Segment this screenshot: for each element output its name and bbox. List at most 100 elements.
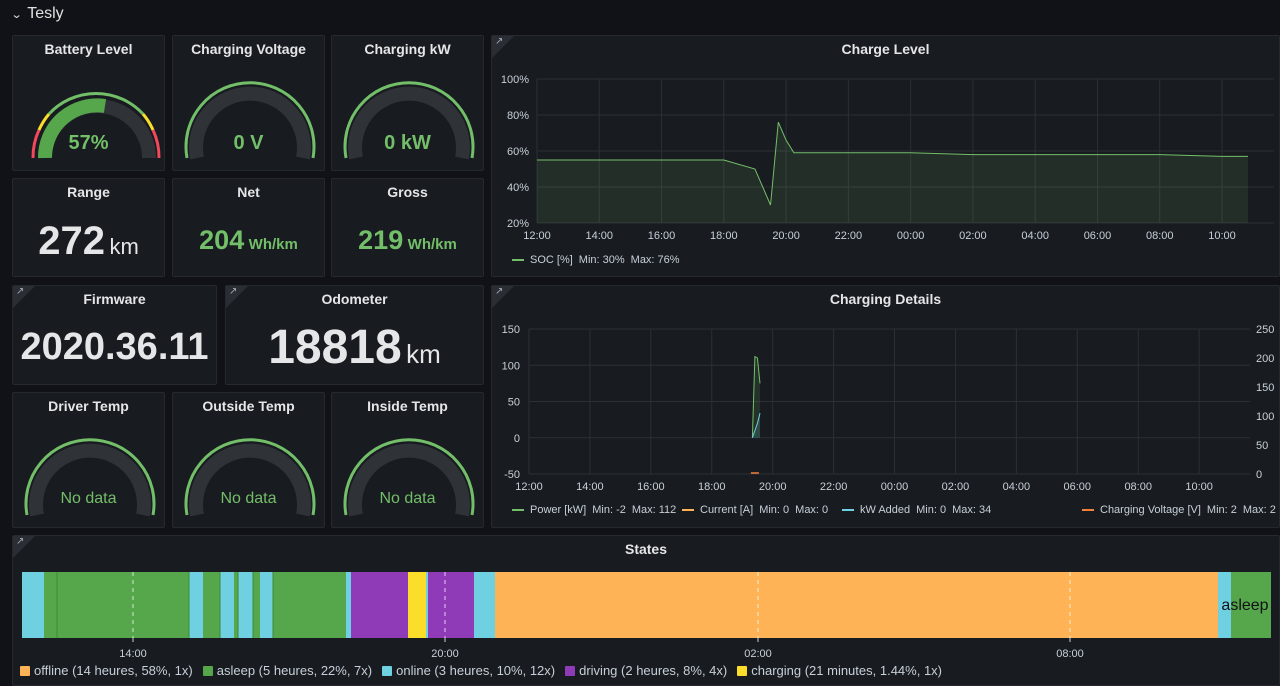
- panel-title: Inside Temp: [367, 398, 448, 414]
- time-tick-label: 08:00: [1056, 648, 1084, 660]
- y-tick-label: 20%: [507, 218, 529, 230]
- x-tick-label: 22:00: [820, 481, 848, 493]
- state-segment: [260, 572, 273, 638]
- legend-min: Min: 30%: [578, 254, 625, 266]
- panel-corner: [13, 286, 35, 308]
- charging-details-legend: Power [kW] Min: -2 Max: 112 Current [A] Min:…: [512, 504, 1279, 520]
- legend-item[interactable]: charging (21 minutes, 1.44%, 1x): [737, 663, 942, 678]
- charging-kw-panel: Charging kW 0 kW: [331, 35, 484, 171]
- legend-swatch: [512, 259, 524, 261]
- charging-details-panel: ↗ Charging Details -50 0 50 100 150 0 50 100 150…: [491, 285, 1280, 528]
- legend-item[interactable]: online (3 heures, 10%, 12x): [382, 663, 555, 678]
- x-tick-label: 08:00: [1124, 481, 1152, 493]
- series-area: [752, 413, 760, 438]
- panel-title: Charge Level: [841, 41, 930, 57]
- panel-title: Charging kW: [364, 41, 451, 57]
- external-link-icon[interactable]: ↗: [16, 286, 25, 297]
- state-segment: [428, 572, 474, 638]
- range-unit: km: [109, 234, 139, 259]
- legend-swatch: [382, 665, 393, 676]
- legend-item[interactable]: Current [A] Min: 0 Max: 0: [682, 504, 828, 516]
- charge-level-chart: 20% 40% 60% 80% 100% 12:00 14:00 16:00 18:00 20:0…: [501, 74, 1274, 242]
- outside-temp-gauge: [184, 438, 316, 517]
- x-tick-label: 06:00: [1064, 481, 1092, 493]
- series-line: [751, 412, 761, 438]
- net-value: 204: [199, 225, 245, 255]
- panel-title: Driver Temp: [48, 398, 129, 414]
- inside-temp-value: No data: [379, 490, 436, 507]
- legend-swatch: [202, 665, 213, 676]
- legend-item[interactable]: Power [kW] Min: -2 Max: 112: [512, 504, 676, 516]
- legend-item[interactable]: kW Added Min: 0 Max: 34: [842, 504, 991, 516]
- x-tick-label: 00:00: [897, 230, 925, 242]
- range-panel: Range 272 km: [12, 178, 165, 277]
- legend-series-name: Power [kW]: [530, 504, 587, 516]
- x-tick-label: 00:00: [881, 481, 909, 493]
- panel-title: Net: [237, 184, 260, 200]
- state-segment: [426, 572, 428, 638]
- state-segment: [495, 572, 1218, 638]
- state-segment: [57, 572, 189, 638]
- net-unit: Wh/km: [248, 236, 298, 253]
- legend-swatch: [20, 665, 30, 676]
- gross-value: 219: [358, 225, 404, 255]
- legend-item[interactable]: driving (2 heures, 8%, 4x): [565, 663, 727, 678]
- x-tick-label: 06:00: [1084, 230, 1112, 242]
- legend-swatch: [842, 509, 854, 511]
- x-tick-label: 14:00: [586, 230, 614, 242]
- odometer-value: 18818: [268, 321, 402, 374]
- x-tick-label: 18:00: [710, 230, 738, 242]
- legend-item[interactable]: Charging Voltage [V] Min: 2 Max: 2: [1082, 504, 1276, 516]
- state-segment: [220, 572, 234, 638]
- legend-swatch: [512, 509, 524, 511]
- time-tick-label: 02:00: [744, 648, 772, 660]
- panel-title: Firmware: [83, 291, 146, 307]
- legend-swatch: [682, 509, 694, 511]
- state-segment: [238, 572, 253, 638]
- legend-max: Max: 0: [795, 504, 829, 516]
- external-link-icon[interactable]: ↗: [229, 286, 238, 297]
- panel-title: Range: [67, 184, 110, 200]
- legend-max: Max: 112: [631, 504, 677, 516]
- time-tick-label: 20:00: [431, 648, 459, 660]
- legend-max: Max: 34: [952, 504, 992, 516]
- panel-title: Charging Details: [829, 291, 942, 307]
- y-right-tick-label: 100: [1256, 411, 1274, 423]
- panel-corner: [13, 536, 35, 558]
- state-segment: [35, 572, 44, 638]
- state-segment: [346, 572, 351, 638]
- row-header-tesly[interactable]: ⌄ Tesly: [11, 3, 64, 25]
- x-tick-label: 16:00: [648, 230, 676, 242]
- panel-title: Charging Voltage: [191, 41, 306, 57]
- firmware-value: 2020.36.11: [20, 326, 209, 368]
- external-link-icon[interactable]: ↗: [16, 536, 25, 547]
- gross-stat: 219 Wh/km: [332, 225, 483, 256]
- legend-max: Max: 2: [1242, 504, 1276, 516]
- y-right-tick-label: 250: [1256, 324, 1274, 336]
- external-link-icon[interactable]: ↗: [495, 286, 504, 297]
- state-segment: [408, 572, 426, 638]
- charging-voltage-value: 0 V: [233, 132, 264, 154]
- x-tick-label: 02:00: [942, 481, 970, 493]
- panel-title: Battery Level: [44, 41, 133, 57]
- y-left-tick-label: 0: [514, 433, 520, 445]
- legend-label: offline (14 heures, 58%, 1x): [34, 663, 193, 678]
- x-tick-label: 02:00: [959, 230, 987, 242]
- legend-item[interactable]: asleep (5 heures, 22%, 7x): [202, 663, 372, 678]
- range-stat: 272 km: [13, 219, 164, 264]
- legend-swatch: [1082, 509, 1094, 511]
- charge-level-panel: ↗ Charge Level 20% 40% 60% 80% 100% 12:00 14:0…: [491, 35, 1280, 277]
- states-panel: ↗ States 14:00 20:00 02:00 08:00 asleep: [12, 535, 1280, 686]
- legend-item[interactable]: offline (14 heures, 58%, 1x): [20, 663, 193, 678]
- state-segment: [44, 572, 57, 638]
- net-stat: 204 Wh/km: [173, 225, 324, 256]
- x-tick-label: 18:00: [698, 481, 726, 493]
- time-tick-label: 14:00: [119, 648, 147, 660]
- gauge-fill: [37, 98, 107, 159]
- external-link-icon[interactable]: ↗: [495, 36, 504, 47]
- charge-level-legend[interactable]: SOC [%] Min: 30% Max: 76%: [512, 254, 680, 266]
- charging-details-chart: -50 0 50 100 150 0 50 100 150 200 250 12:00 14:00 16:…: [502, 324, 1275, 493]
- x-tick-label: 12:00: [523, 230, 551, 242]
- state-segment: [273, 572, 346, 638]
- panel-corner: [492, 36, 514, 58]
